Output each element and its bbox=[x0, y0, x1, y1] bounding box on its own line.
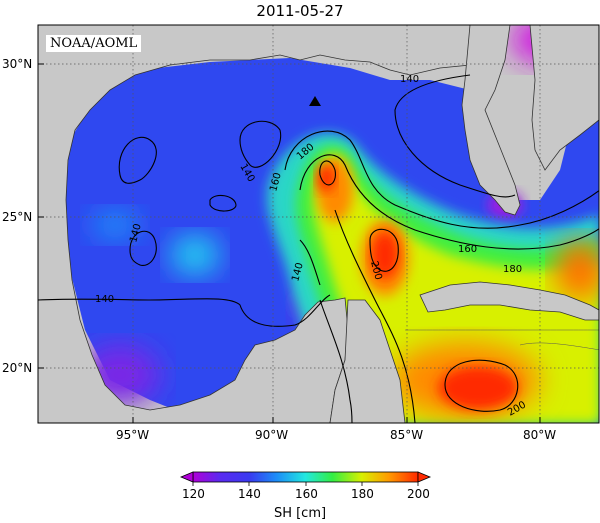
lat-label-25n: 25°N bbox=[2, 210, 33, 224]
contour-label: 160 bbox=[268, 171, 284, 192]
lon-label-80w: 80°W bbox=[523, 428, 557, 442]
contour-label: 160 bbox=[458, 244, 477, 255]
colorbar-tick-180: 180 bbox=[351, 487, 374, 501]
graticule bbox=[38, 25, 599, 423]
lon-label-85w: 85°W bbox=[390, 428, 424, 442]
contour-lines bbox=[38, 74, 599, 423]
lon-label-90w: 90°W bbox=[255, 428, 289, 442]
triangle-marker bbox=[309, 96, 321, 106]
contour-label-group: 140 140 140 140 160 180 200 160 180 200 … bbox=[95, 74, 528, 419]
colorbar-tick-120: 120 bbox=[182, 487, 205, 501]
colorbar-title: SH [cm] bbox=[273, 506, 327, 521]
contour-label: 140 bbox=[400, 74, 419, 85]
contour-label: 140 bbox=[290, 261, 306, 282]
colorbar-high-arrow bbox=[417, 471, 432, 483]
colorbar-tick-160: 160 bbox=[295, 487, 318, 501]
land-masses bbox=[38, 25, 599, 423]
lat-label-30n: 30°N bbox=[2, 57, 33, 71]
lon-label-95w: 95°W bbox=[116, 428, 150, 442]
axis-ticks bbox=[38, 63, 541, 423]
colorbar bbox=[179, 471, 432, 486]
lat-label-20n: 20°N bbox=[2, 361, 33, 375]
contour-label: 140 bbox=[128, 222, 144, 243]
colorbar-tick-140: 140 bbox=[238, 487, 261, 501]
colorbar-low-arrow bbox=[179, 471, 194, 483]
contour-label: 200 bbox=[368, 260, 384, 281]
contour-label: 180 bbox=[503, 264, 522, 275]
noaa-watermark: NOAA/AOML bbox=[46, 35, 142, 52]
map-title: 2011-05-27 bbox=[256, 2, 344, 20]
colorbar-tick-200: 200 bbox=[407, 487, 430, 501]
contour-label: 140 bbox=[95, 294, 114, 305]
